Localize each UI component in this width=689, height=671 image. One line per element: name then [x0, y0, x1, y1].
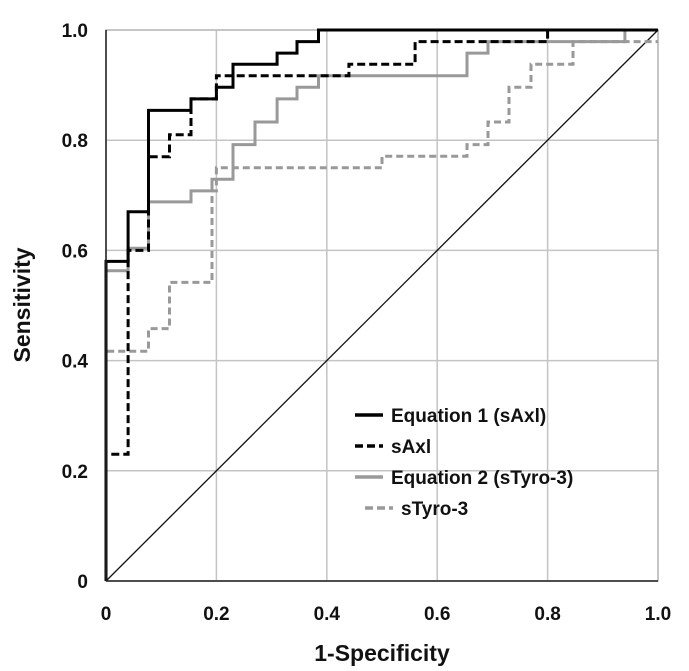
x-tick-labels: 0 0.2 0.4 0.6 0.8 1.0 [101, 604, 672, 625]
x-tick-label: 0.2 [203, 604, 229, 625]
y-tick-label: 0.4 [62, 352, 89, 373]
x-tick-label: 0 [101, 604, 112, 625]
legend-label: Equation 1 (sAxl) [391, 406, 546, 427]
x-tick-label: 1.0 [645, 604, 671, 625]
y-axis-title: Sensitivity [9, 247, 35, 362]
series-line-styro-3 [104, 40, 658, 581]
legend-label: sAxl [391, 437, 431, 458]
x-tick-label: 0.6 [424, 604, 450, 625]
reference-diagonal-line [105, 29, 659, 582]
legend: Equation 1 (sAxl) sAxl Equation 2 (sTyro-3… [355, 406, 573, 520]
x-tick-label: 0.4 [314, 604, 341, 625]
y-tick-label: 0 [77, 572, 88, 593]
legend-label: sTyro-3 [401, 499, 468, 520]
y-tick-labels: 0 0.2 0.4 0.6 0.8 1.0 [62, 21, 89, 593]
axes [105, 30, 658, 582]
x-tick-label: 0.8 [534, 604, 560, 625]
series-line-equation-1-saxl [104, 28, 658, 581]
x-axis-title: 1-Specificity [314, 640, 450, 666]
legend-label: Equation 2 (sTyro-3) [391, 468, 573, 489]
y-tick-label: 0.8 [62, 131, 88, 152]
y-tick-label: 0.2 [62, 462, 88, 483]
y-tick-label: 0.6 [62, 241, 88, 262]
series-layer [104, 28, 658, 581]
y-tick-label: 1.0 [62, 21, 88, 42]
